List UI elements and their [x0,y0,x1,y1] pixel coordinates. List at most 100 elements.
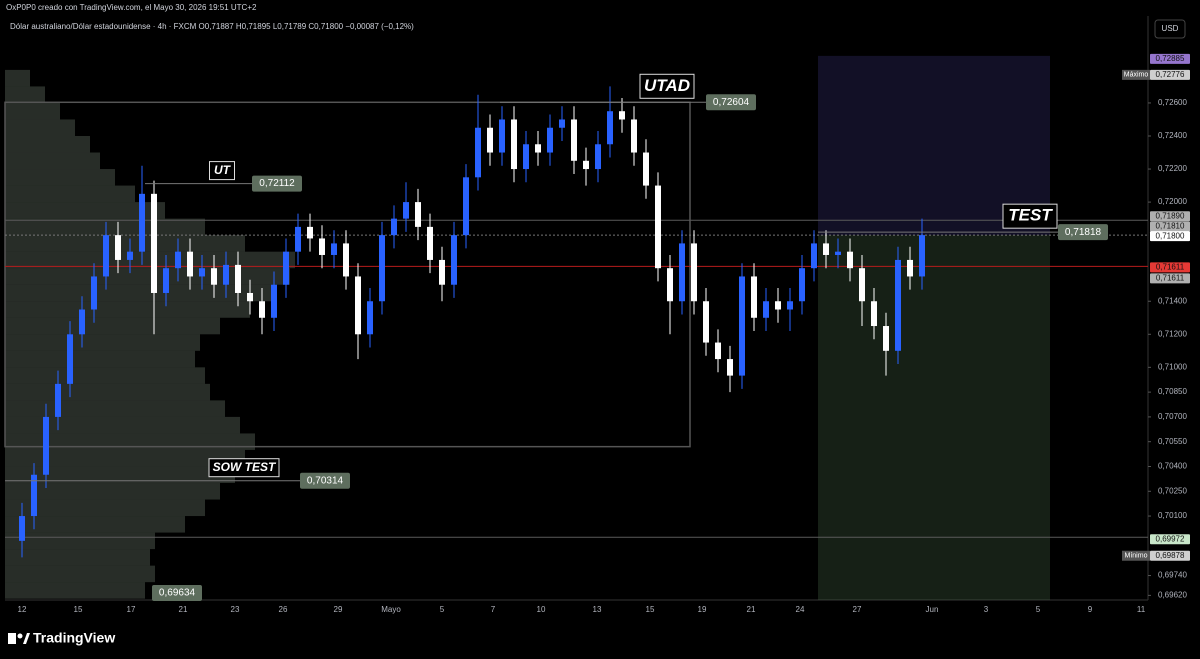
profile-bar [5,301,250,318]
annotation-price-box [1058,224,1108,241]
price-tag [1150,231,1190,242]
candle-body [175,251,181,269]
candle-body [259,301,265,318]
candle-body [211,268,217,285]
candle-body [331,243,337,255]
y-tick-label: 0,70700 [1158,412,1187,421]
candle-body [655,185,661,269]
x-tick-label: 29 [334,605,343,614]
profile-bar [5,516,185,533]
y-tick-label: 0,70400 [1158,462,1187,471]
profile-bar [5,218,205,236]
annotation-text: UTAD [644,76,690,95]
annotation-price-box [152,585,202,602]
candle-body [499,119,505,153]
profile-bar [5,466,235,484]
candle-body [583,160,589,170]
tradingview-logo: TradingView [8,630,115,646]
candle-body [91,276,97,310]
price-tag-label: 0,72776 [1156,70,1185,79]
x-tick-label: 10 [537,605,546,614]
y-tick-label: 0,72400 [1158,131,1187,140]
profile-bar [5,416,240,434]
currency[interactable]: USD [1162,24,1179,33]
x-tick-label: 17 [127,605,136,614]
profile-bar [5,383,210,401]
candle-body [103,235,109,277]
candle-body [883,326,889,351]
x-tick-label: 19 [698,605,707,614]
candle-body [355,276,361,335]
candle-body [511,119,517,170]
candle-body [427,226,433,260]
x-tick-label: 5 [440,605,445,614]
currency-button[interactable] [1154,19,1186,39]
y-tick-label: 0,72600 [1158,98,1187,107]
annotation-price: 0,72604 [713,97,750,108]
candle-body [691,243,697,302]
x-tick-label: 23 [231,605,240,614]
annotation-price-box [706,94,756,111]
candle-body [451,235,457,285]
price-tag-note-box [1122,69,1150,80]
annotation-price: 0,69634 [159,588,196,599]
candle-body [823,243,829,255]
creator-line: OxP0P0 creado con TradingView.com, el Ma… [6,3,257,12]
annotation-price-box [300,472,350,489]
y-tick-label: 0,69740 [1158,571,1187,580]
annotation-box [208,458,280,478]
x-tick-label: 13 [593,605,602,614]
x-tick-label: 12 [18,605,27,614]
candle-body [43,416,49,475]
candle-body [619,111,625,120]
annotation-box [209,161,235,181]
candle-body [223,264,229,285]
price-tag-label: 0,69878 [1156,551,1185,560]
price-tag-label: 0,71800 [1156,231,1185,240]
candle-body [127,251,133,260]
candle-body [163,268,169,293]
profile-bar [5,152,100,170]
profile-bar [5,433,255,450]
profile-bar [5,102,60,120]
price-tag-note: Mínimo [1125,553,1148,560]
profile-bar [5,202,165,219]
y-tick-label: 0,70250 [1158,486,1187,495]
candle-body [727,359,733,376]
candle-body [343,243,349,277]
x-tick-label: 21 [179,605,188,614]
price-tag [1150,53,1190,64]
range-box [4,101,691,448]
candle-body [571,119,577,161]
candle-body [199,268,205,277]
candle-body [631,119,637,153]
x-tick-label: 9 [1088,605,1093,614]
candle-body [139,193,145,252]
logo-mark [8,633,16,644]
x-tick-label: 3 [984,605,989,614]
price-tag [1150,221,1190,232]
annotation-price: 0,70314 [307,475,344,486]
candle-body [763,301,769,318]
candle-body [859,268,865,302]
x-tick-label: 24 [796,605,805,614]
profile-bar [5,69,30,87]
candle-body [847,251,853,269]
profile-bar [5,350,195,368]
price-tag-note: Máximo [1124,72,1149,79]
x-tick-label: 7 [491,605,496,614]
candle-body [319,238,325,255]
y-tick-label: 0,70850 [1158,387,1187,396]
candle-body [463,177,469,236]
price-tag [1150,273,1190,284]
candle-body [787,301,793,310]
profile-bar [5,169,115,186]
price-tag-label: 0,72885 [1156,54,1185,63]
profile-bar [5,317,220,335]
price-tag-label: 0,71611 [1156,262,1185,271]
price-tag-label: 0,71810 [1156,222,1185,231]
annotation-text: SOW TEST [213,460,277,474]
x-tick-label: Mayo [381,605,401,614]
candle-body [679,243,685,302]
profile-bar [5,334,200,351]
